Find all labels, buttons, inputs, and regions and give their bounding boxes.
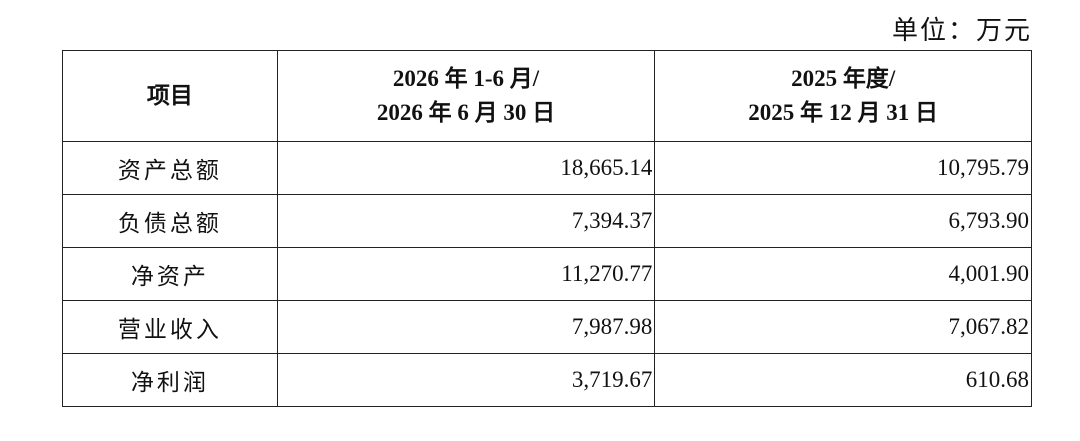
table-row: 资产总额 18,665.14 10,795.79 — [62, 141, 1032, 195]
row-label: 净资产 — [62, 247, 278, 301]
value-cell: 10,795.79 — [654, 141, 1032, 195]
row-label: 营业收入 — [62, 300, 278, 354]
header-line: 项目 — [146, 83, 193, 108]
value-cell: 7,987.98 — [276, 300, 656, 354]
value-cell: 3,719.67 — [276, 353, 656, 407]
value-cell: 4,001.90 — [654, 247, 1032, 301]
table-row: 净利润 3,719.67 610.68 — [62, 353, 1032, 407]
header-cell: 2025 年度/2025 年 12 月 31 日 — [654, 50, 1032, 142]
header-line: 2026 年 6 月 30 日 — [376, 100, 556, 125]
financial-table: 项目 2026 年 1-6 月/2026 年 6 月 30 日 2025 年度/20… — [62, 50, 1032, 407]
row-label: 负债总额 — [62, 194, 278, 248]
value-cell: 7,067.82 — [654, 300, 1032, 354]
header-line: 2025 年度/ — [791, 66, 896, 91]
table-row: 营业收入 7,987.98 7,067.82 — [62, 300, 1032, 354]
value-cell: 610.68 — [654, 353, 1032, 407]
row-label: 净利润 — [62, 353, 278, 407]
header-row: 项目 2026 年 1-6 月/2026 年 6 月 30 日 2025 年度/20… — [62, 50, 1032, 142]
table-body: 资产总额 18,665.14 10,795.79 负债总额 7,394.37 6,793.… — [62, 141, 1032, 407]
header-cell: 2026 年 1-6 月/2026 年 6 月 30 日 — [276, 50, 656, 142]
unit-label: 单位：万元 — [891, 16, 1032, 45]
table-row: 负债总额 7,394.37 6,793.90 — [62, 194, 1032, 248]
value-cell: 18,665.14 — [276, 141, 656, 195]
header-cell: 项目 — [62, 50, 278, 142]
header-line: 2026 年 1-6 月/ — [392, 66, 540, 91]
header-line: 2025 年 12 月 31 日 — [748, 100, 939, 125]
row-label: 资产总额 — [62, 141, 278, 195]
value-cell: 11,270.77 — [276, 247, 656, 301]
table-row: 净资产 11,270.77 4,001.90 — [62, 247, 1032, 301]
value-cell: 7,394.37 — [276, 194, 656, 248]
value-cell: 6,793.90 — [654, 194, 1032, 248]
